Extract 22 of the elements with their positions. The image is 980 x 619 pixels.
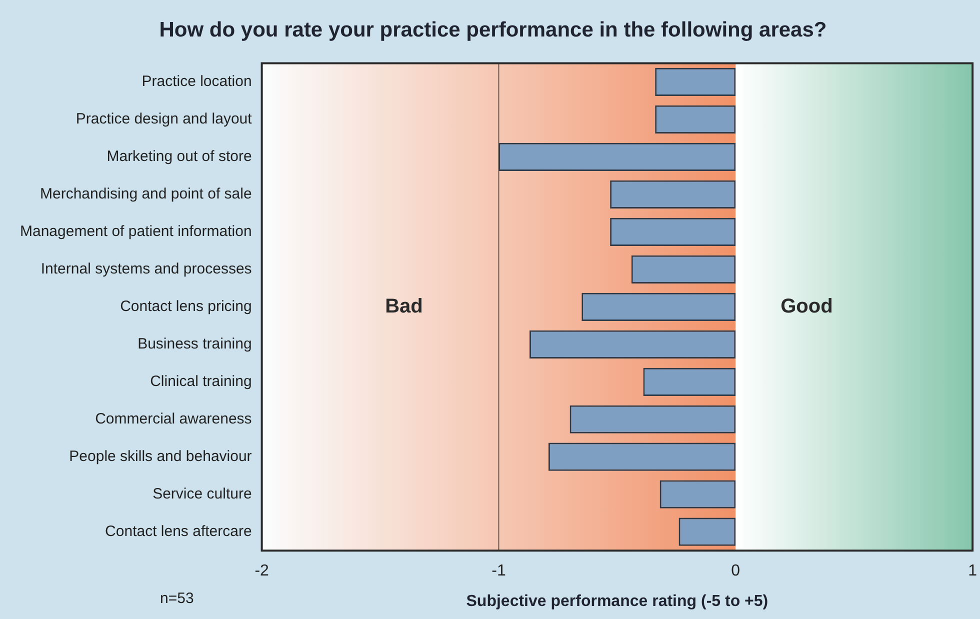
y-tick-label: Commercial awareness [95, 410, 252, 428]
y-tick-label: Service culture [152, 486, 252, 502]
y-tick-label: Marketing out of store [106, 148, 252, 166]
chart-title: How do you rate your practice performance in the following areas? [159, 18, 827, 42]
text: n=53 [160, 590, 194, 608]
y-tick-label: Merchandising and point of sale [40, 186, 252, 203]
band-label: Good [780, 295, 833, 318]
y-tick-label: Practice location [142, 73, 252, 90]
y-tick-label: Contact lens aftercare [105, 522, 252, 540]
y-tick-label: People skills and behaviour [69, 448, 252, 466]
y-tick-label: Practice design and layout [76, 110, 253, 128]
x-axis-title: Subjective performance rating (-5 to +5) [466, 592, 768, 610]
y-tick-label: Contact lens pricing [120, 298, 252, 316]
y-tick-label: Management of patient information [20, 223, 252, 240]
x-tick-label: -1 [492, 562, 506, 580]
y-tick-label: Business training [138, 336, 252, 353]
x-tick-label: -2 [254, 562, 270, 580]
x-tick-label: 1 [968, 562, 978, 580]
y-tick-label: Internal systems and processes [40, 260, 252, 278]
y-tick-label: Clinical training [150, 373, 252, 390]
band-label: Bad [385, 295, 423, 318]
x-tick-label: 0 [731, 562, 740, 580]
